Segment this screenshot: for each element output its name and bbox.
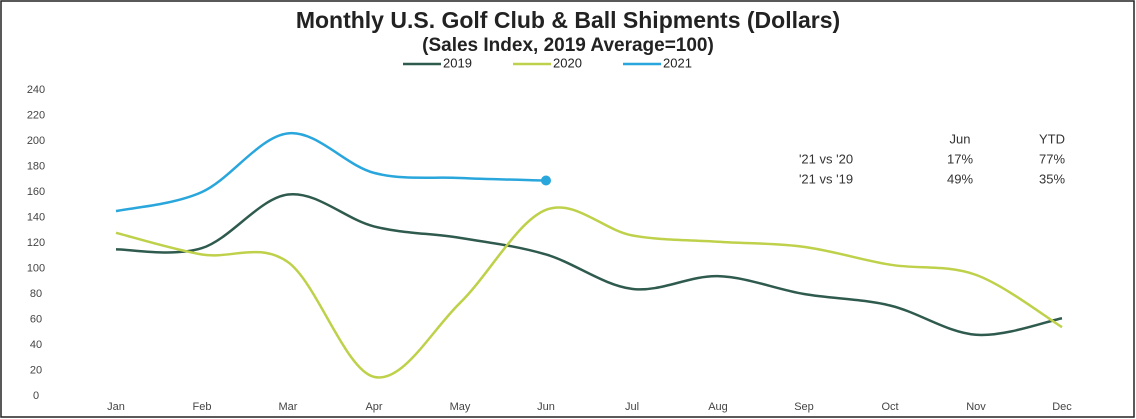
table-row-label: '21 vs '20 <box>799 151 853 166</box>
legend-label: 2021 <box>663 55 692 70</box>
series-line <box>115 193 1063 337</box>
legend-label: 2020 <box>553 55 582 70</box>
x-tick-label: Dec <box>1052 401 1072 413</box>
x-tick-label: Jul <box>625 401 639 413</box>
x-tick-label: Oct <box>881 401 898 413</box>
y-tick-label: 220 <box>27 109 45 121</box>
table-header: YTD <box>1039 131 1065 146</box>
table-cell: 77% <box>1039 151 1065 166</box>
y-tick-label: 60 <box>30 313 42 325</box>
x-tick-label: May <box>450 401 471 413</box>
x-tick-label: Aug <box>708 401 728 413</box>
y-tick-label: 0 <box>33 390 39 402</box>
y-tick-label: 20 <box>30 364 42 376</box>
x-tick-label: Jun <box>537 401 555 413</box>
y-tick-label: 40 <box>30 339 42 351</box>
x-tick-label: Nov <box>966 401 986 413</box>
table-cell: 49% <box>947 171 973 186</box>
chart-title: Monthly U.S. Golf Club & Ball Shipments … <box>296 7 840 33</box>
x-tick-label: Jan <box>107 401 125 413</box>
y-tick-label: 180 <box>27 160 45 172</box>
y-tick-label: 140 <box>27 211 45 223</box>
y-tick-label: 240 <box>27 84 45 96</box>
table-cell: 17% <box>947 151 973 166</box>
y-tick-label: 120 <box>27 237 45 249</box>
legend-label: 2019 <box>443 55 472 70</box>
series-end-marker <box>541 175 551 186</box>
y-tick-label: 100 <box>27 262 45 274</box>
x-tick-label: Sep <box>794 401 814 413</box>
y-tick-label: 80 <box>30 288 42 300</box>
x-tick-label: Mar <box>279 401 298 413</box>
table-row-label: '21 vs '19 <box>799 171 853 186</box>
series-line <box>115 206 1063 379</box>
chart-subtitle: (Sales Index, 2019 Average=100) <box>422 35 714 56</box>
y-tick-label: 160 <box>27 186 45 198</box>
x-tick-label: Feb <box>193 401 212 413</box>
table-header: Jun <box>950 131 971 146</box>
table-cell: 35% <box>1039 171 1065 186</box>
series-line <box>115 132 547 213</box>
x-tick-label: Apr <box>365 401 382 413</box>
y-tick-label: 200 <box>27 135 45 147</box>
